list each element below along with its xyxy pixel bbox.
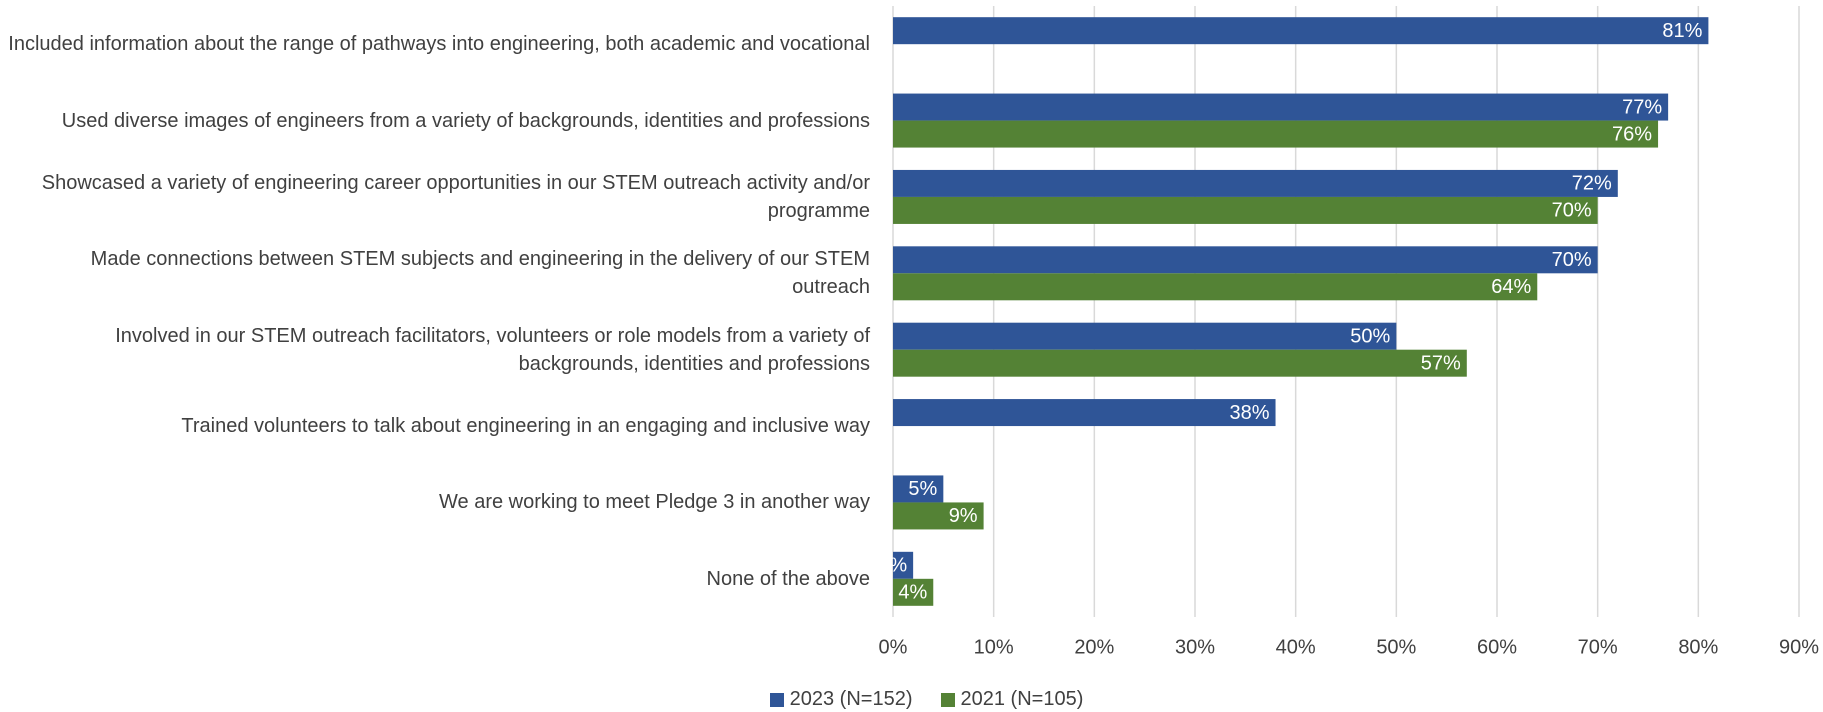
bar <box>893 551 914 579</box>
category-label: Trained volunteers to talk about enginee… <box>181 415 870 438</box>
category-label: Made connections between STEM subjects a… <box>90 248 870 299</box>
bar <box>893 475 944 503</box>
bar <box>893 349 1467 377</box>
legend-swatch <box>940 692 955 707</box>
value-label: 81% <box>1662 20 1702 42</box>
value-label: 9% <box>949 505 978 527</box>
x-tick-label: 20% <box>1074 636 1114 658</box>
bar <box>893 502 984 530</box>
x-tick-label: 60% <box>1477 636 1517 658</box>
legend-item: 2021 (N=105) <box>940 688 1084 711</box>
value-label: 70% <box>1552 200 1592 222</box>
value-label: 70% <box>1552 249 1592 271</box>
legend-label: 2023 (N=152) <box>789 688 913 710</box>
bar <box>893 120 1659 148</box>
x-tick-label: 0% <box>879 636 908 658</box>
legend: 2023 (N=152) 2021 (N=105) <box>0 688 1823 711</box>
x-tick-label: 80% <box>1678 636 1718 658</box>
bar <box>893 246 1598 274</box>
x-tick-label: 50% <box>1376 636 1416 658</box>
value-label: 72% <box>1572 173 1612 195</box>
bar <box>893 578 934 606</box>
bar <box>893 196 1598 224</box>
x-tick-label: 40% <box>1276 636 1316 658</box>
legend-swatch <box>769 692 784 707</box>
category-label: Used diverse images of engineers from a … <box>61 109 870 132</box>
bar <box>893 322 1397 350</box>
bar <box>893 399 1276 427</box>
value-label: 4% <box>898 582 927 604</box>
bar <box>893 169 1618 197</box>
bar <box>893 93 1669 121</box>
category-label: Showcased a variety of engineering caree… <box>41 171 870 222</box>
value-label: 2% <box>878 555 907 577</box>
bar <box>893 273 1538 301</box>
category-label: We are working to meet Pledge 3 in anoth… <box>439 491 870 514</box>
value-label: 64% <box>1491 276 1531 298</box>
x-tick-label: 30% <box>1175 636 1215 658</box>
category-label: Involved in our STEM outreach facilitato… <box>115 324 870 375</box>
value-label: 77% <box>1622 96 1662 118</box>
value-label: 5% <box>908 478 937 500</box>
value-label: 38% <box>1230 402 1270 424</box>
x-tick-label: 10% <box>974 636 1014 658</box>
value-label: 57% <box>1421 352 1461 374</box>
category-label: None of the above <box>706 567 870 590</box>
bar <box>893 17 1709 45</box>
category-label: Included information about the range of … <box>8 33 870 56</box>
x-tick-label: 70% <box>1578 636 1618 658</box>
value-label: 76% <box>1612 123 1652 145</box>
legend-label: 2021 (N=105) <box>960 688 1084 710</box>
legend-item: 2023 (N=152) <box>769 688 913 711</box>
value-label: 50% <box>1350 325 1390 347</box>
x-tick-label: 90% <box>1779 636 1819 658</box>
